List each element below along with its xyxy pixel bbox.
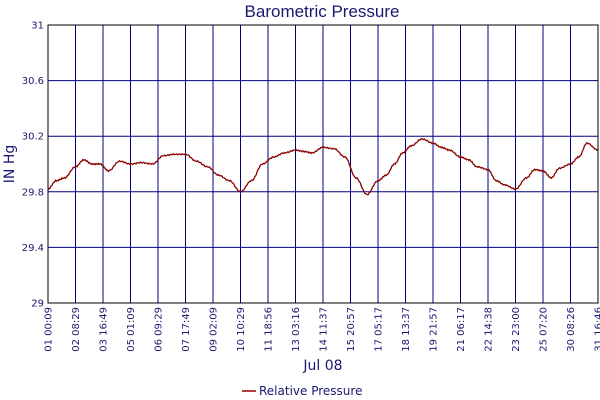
x-tick-labels: 01 00:09 02 08:29 03 16:49 05 01:09 06 09:29… bbox=[44, 307, 600, 352]
x-tick-label: 19 21:57 bbox=[429, 307, 440, 352]
legend: Relative Pressure bbox=[242, 384, 362, 398]
x-tick-label: 11 18:56 bbox=[264, 307, 275, 352]
x-tick-label: 01 00:09 bbox=[44, 307, 55, 352]
x-tick-label: 18 13:37 bbox=[401, 307, 412, 352]
series-line-relative-pressure bbox=[47, 138, 599, 196]
x-tick-label: 30 08:26 bbox=[566, 307, 577, 352]
y-tick-label: 29 bbox=[31, 299, 44, 310]
x-tick-label: 14 11:37 bbox=[319, 307, 330, 352]
x-tick-label: 07 17:49 bbox=[181, 307, 192, 352]
x-tick-label: 03 16:49 bbox=[99, 307, 110, 352]
x-tick-label: 02 08:29 bbox=[71, 307, 82, 352]
x-tick-label: 10 10:29 bbox=[236, 307, 247, 352]
x-tick-label: 25 07:20 bbox=[539, 307, 550, 352]
x-tick-label: 13 03:16 bbox=[291, 307, 302, 352]
x-tick-label: 17 05:17 bbox=[374, 307, 385, 352]
x-tick-label: 23 23:00 bbox=[511, 307, 522, 352]
x-tick-label: 15 20:57 bbox=[346, 307, 357, 352]
plot-frame bbox=[47, 24, 599, 304]
y-tick-label: 31 bbox=[31, 21, 44, 32]
x-tick-label: 06 09:29 bbox=[154, 307, 165, 352]
x-tick-label: 31 16:46 bbox=[594, 307, 600, 352]
y-tick-label: 30.2 bbox=[22, 132, 44, 143]
y-axis-label: IN Hg bbox=[2, 145, 18, 183]
x-tick-label: 05 01:09 bbox=[126, 307, 137, 352]
chart-title: Barometric Pressure bbox=[245, 2, 400, 21]
y-tick-label: 29.8 bbox=[22, 187, 44, 198]
x-tick-label: 21 06:17 bbox=[456, 307, 467, 352]
series-layer bbox=[47, 138, 599, 196]
x-axis-label: Jul 08 bbox=[302, 358, 342, 374]
y-tick-labels: 29 29.4 29.8 30.2 30.6 31 bbox=[22, 21, 44, 310]
x-tick-label: 09 02:09 bbox=[209, 307, 220, 352]
x-tick-label: 22 14:38 bbox=[484, 307, 495, 352]
y-tick-label: 30.6 bbox=[22, 76, 44, 87]
y-tick-label: 29.4 bbox=[22, 243, 44, 254]
legend-entry-relative-pressure: Relative Pressure bbox=[259, 384, 362, 398]
